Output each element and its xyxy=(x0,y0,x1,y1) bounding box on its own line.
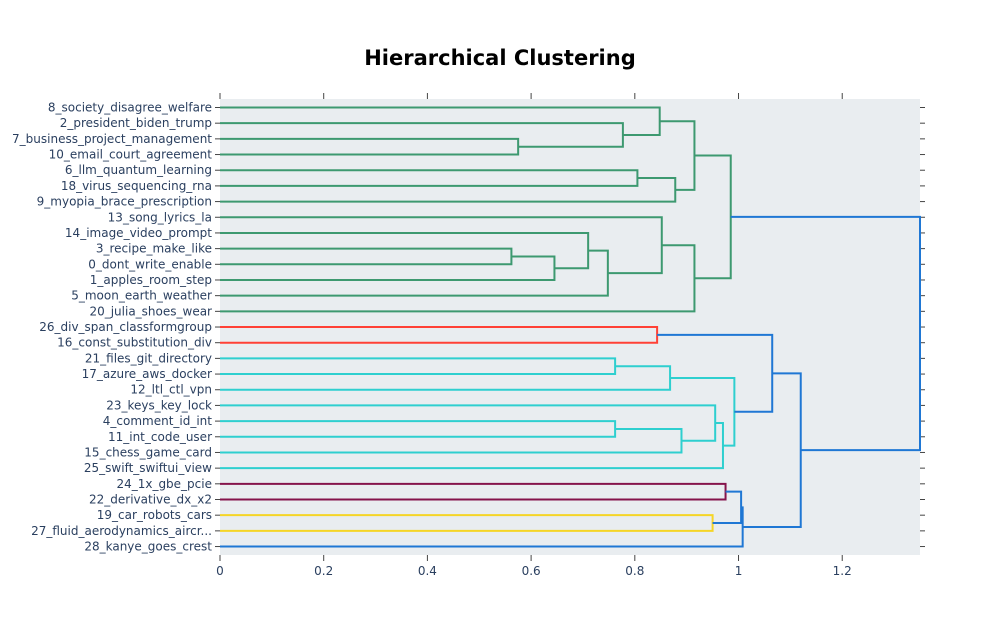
leaf-label: 3_recipe_make_like xyxy=(96,242,212,256)
leaf-label: 10_email_court_agreement xyxy=(49,148,213,162)
dendrogram-link xyxy=(220,255,556,281)
dendrogram-link xyxy=(220,177,677,203)
dendrogram-link xyxy=(220,420,617,438)
leaf-label: 13_song_lyrics_la xyxy=(108,210,212,224)
x-tick-label: 1.2 xyxy=(833,564,852,578)
leaf-label: 11_int_code_user xyxy=(108,430,212,444)
leaf-label: 26_div_span_classformgroup xyxy=(39,320,212,334)
dendrogram-link xyxy=(220,137,520,156)
chart-title: Hierarchical Clustering xyxy=(364,46,636,70)
leaf-label: 4_comment_id_int xyxy=(103,414,213,428)
axes: 0 0.2 0.4 0.6 0.8 1 1.2 xyxy=(215,93,925,578)
leaf-label: 9_myopia_brace_prescription xyxy=(37,195,212,209)
x-tick-label: 0.8 xyxy=(625,564,644,578)
leaf-label: 2_president_biden_trump xyxy=(60,116,212,130)
dendrogram-link xyxy=(657,333,774,413)
leaf-label: 24_1x_gbe_pcie xyxy=(116,477,212,491)
leaf-label: 6_llm_quantum_learning xyxy=(65,163,212,177)
leaf-label: 1_apples_room_step xyxy=(90,273,212,287)
leaf-label: 20_julia_shoes_wear xyxy=(89,304,212,318)
x-tick-label: 0.4 xyxy=(418,564,437,578)
dendrogram-link xyxy=(220,231,590,270)
dendrogram-link xyxy=(220,326,659,344)
leaf-label: 16_const_substitution_div xyxy=(57,336,212,350)
leaf-label: 5_moon_earth_weather xyxy=(71,289,212,303)
leaf-labels: 8_society_disagree_welfare2_president_bi… xyxy=(12,101,212,554)
leaf-label: 17_azure_aws_docker xyxy=(82,367,212,381)
dendrogram-link xyxy=(220,244,696,313)
dendrogram-link xyxy=(220,169,639,187)
leaf-label: 18_virus_sequencing_rna xyxy=(61,179,212,193)
dendrogram-link xyxy=(712,490,743,525)
dendrogram-link xyxy=(659,120,696,191)
leaf-label: 28_kanye_goes_crest xyxy=(84,540,212,554)
dendrogram-link xyxy=(730,215,921,452)
leaf-label: 15_chess_game_card xyxy=(84,445,212,459)
dendrogram-link xyxy=(670,376,736,447)
leaf-label: 22_derivative_dx_x2 xyxy=(89,493,212,507)
leaf-label: 21_files_git_directory xyxy=(85,351,212,365)
leaf-label: 12_ltl_ctl_vpn xyxy=(130,383,212,397)
leaf-label: 8_society_disagree_welfare xyxy=(48,101,212,115)
dendrogram-link xyxy=(220,365,672,391)
leaf-label: 14_image_video_prompt xyxy=(65,226,212,240)
leaf-label: 19_car_robots_cars xyxy=(97,508,212,522)
x-tick-label: 0.2 xyxy=(314,564,333,578)
leaf-label: 27_fluid_aerodynamics_aircr... xyxy=(31,524,212,538)
leaf-label: 7_business_project_management xyxy=(12,132,212,146)
dendrogram-link xyxy=(220,247,513,266)
leaf-label: 25_swift_swiftui_view xyxy=(84,461,212,475)
x-tick-label: 0.6 xyxy=(522,564,541,578)
dendrogram-link xyxy=(220,404,717,442)
dendrogram-links xyxy=(220,106,921,548)
leaf-label: 23_keys_key_lock xyxy=(106,398,212,412)
dendrogram-link xyxy=(220,357,617,376)
leaf-label: 0_dont_write_enable xyxy=(88,257,212,271)
x-tick-label: 0 xyxy=(216,564,224,578)
x-tick-label: 1 xyxy=(735,564,743,578)
